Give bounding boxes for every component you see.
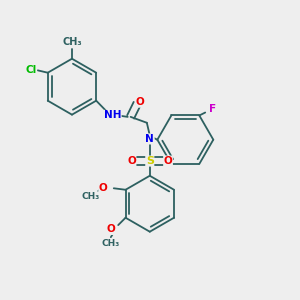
- Text: O: O: [136, 97, 144, 107]
- Text: O: O: [106, 224, 115, 235]
- Text: CH₃: CH₃: [62, 37, 82, 46]
- Text: F: F: [209, 104, 216, 114]
- Text: O: O: [99, 183, 108, 193]
- Text: CH₃: CH₃: [81, 192, 99, 201]
- Text: CH₃: CH₃: [102, 239, 120, 248]
- Text: S: S: [146, 156, 154, 166]
- Text: Cl: Cl: [25, 65, 37, 75]
- Text: NH: NH: [103, 110, 121, 120]
- Text: O: O: [127, 156, 136, 166]
- Text: N: N: [146, 134, 154, 144]
- Text: O: O: [164, 156, 172, 166]
